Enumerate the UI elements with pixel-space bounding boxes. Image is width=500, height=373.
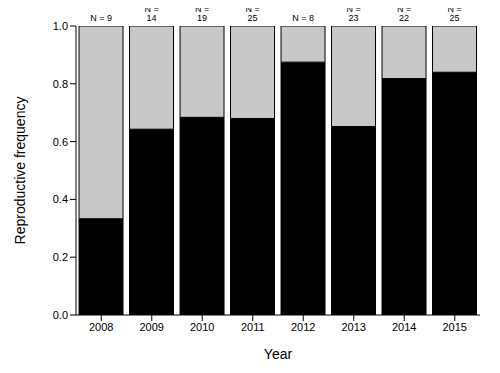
svg-text:0.8: 0.8 [53, 78, 68, 90]
svg-text:2015: 2015 [443, 321, 467, 333]
svg-text:N =25: N =25 [245, 8, 259, 23]
svg-text:N =19: N =19 [195, 8, 209, 23]
svg-text:2008: 2008 [89, 321, 113, 333]
svg-text:0.2: 0.2 [53, 251, 68, 263]
svg-text:0.6: 0.6 [53, 136, 68, 148]
svg-text:2011: 2011 [241, 321, 265, 333]
svg-text:N = 8: N = 8 [292, 13, 314, 23]
svg-text:N = 9: N = 9 [90, 13, 112, 23]
svg-text:2009: 2009 [140, 321, 164, 333]
svg-text:0.4: 0.4 [53, 193, 68, 205]
svg-text:N =23: N =23 [346, 8, 360, 23]
svg-text:0.0: 0.0 [53, 309, 68, 321]
svg-text:Year: Year [264, 346, 293, 362]
svg-text:N =14: N =14 [144, 8, 158, 23]
svg-text:N =22: N =22 [397, 8, 411, 23]
svg-text:2012: 2012 [291, 321, 315, 333]
svg-text:1.0: 1.0 [53, 20, 68, 32]
svg-text:2013: 2013 [342, 321, 366, 333]
svg-text:2014: 2014 [392, 321, 416, 333]
svg-text:Reproductive frequency: Reproductive frequency [12, 97, 28, 245]
svg-text:N =25: N =25 [447, 8, 461, 23]
svg-text:2010: 2010 [190, 321, 214, 333]
